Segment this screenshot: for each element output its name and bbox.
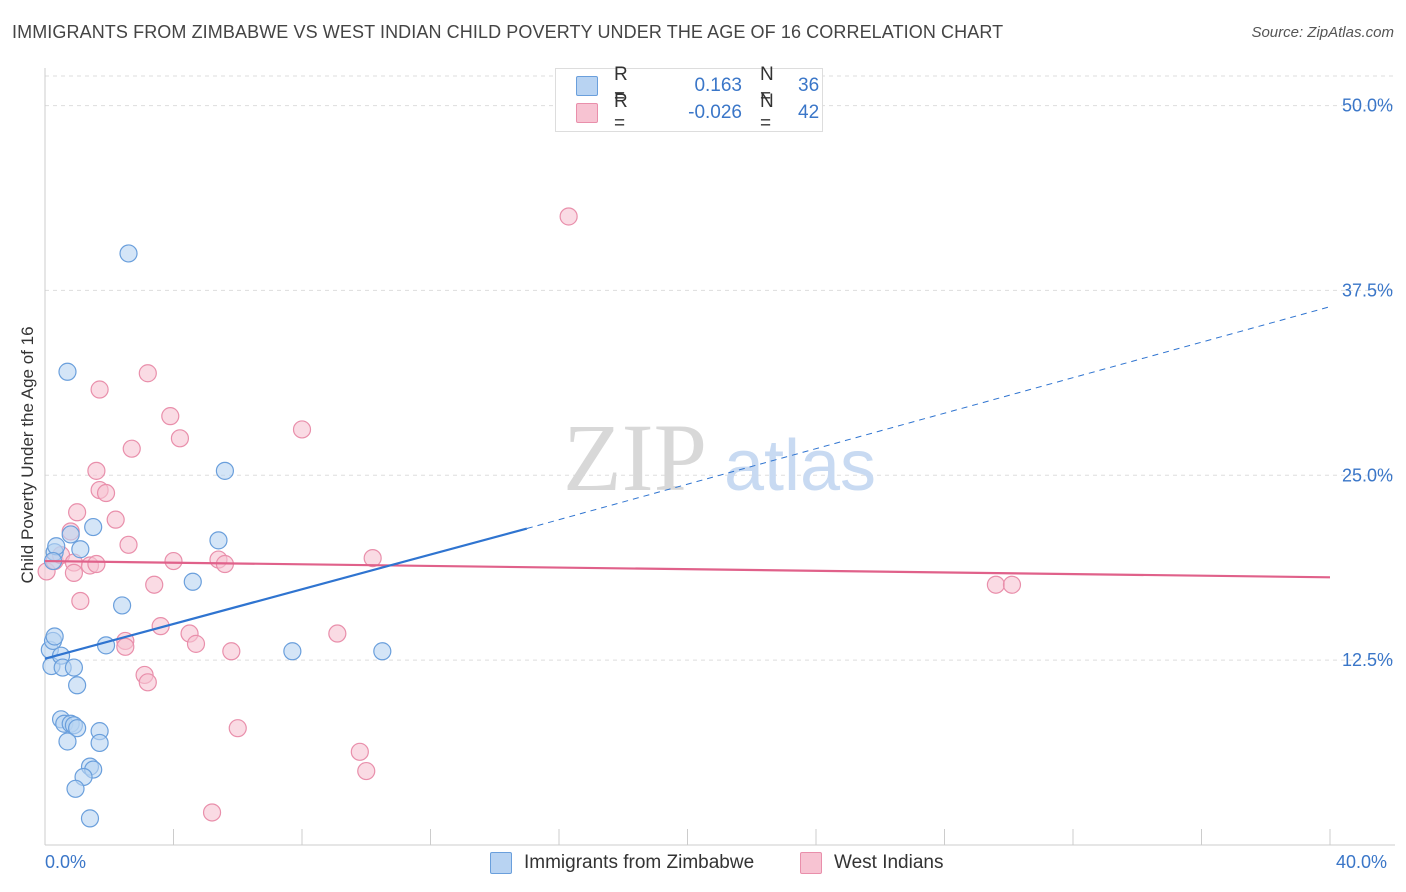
west-indians-point — [1002, 575, 1022, 594]
y-tick-label: 37.5% — [1342, 280, 1393, 300]
r-value: 0.163 — [694, 75, 742, 96]
west-indians-point — [222, 642, 241, 661]
legend-item-west-indians[interactable]: West Indians — [800, 852, 943, 874]
west-indians-point — [119, 535, 138, 554]
x-max-label: 40.0% — [1336, 852, 1388, 872]
west-indians-point — [357, 761, 376, 781]
watermark-atlas: atlas — [724, 426, 876, 506]
y-axis-label: Child Poverty Under the Age of 16 — [18, 326, 37, 584]
west-indians-point — [87, 461, 106, 480]
west-indians-point — [106, 510, 125, 529]
zimbabwe-point — [209, 531, 228, 550]
west-indians-point — [138, 673, 157, 692]
west-indians-point — [164, 551, 183, 571]
zimbabwe-point — [283, 642, 302, 661]
west-indians-trendline — [44, 559, 1331, 579]
zimbabwe-point — [90, 733, 109, 753]
west-indians-point — [170, 429, 190, 448]
zimbabwe-point — [119, 244, 138, 263]
zimbabwe-point — [58, 732, 77, 751]
west-indians-point — [328, 624, 347, 643]
west-indians-point — [64, 563, 84, 582]
west-indians-point — [186, 634, 206, 653]
west-indians-point — [202, 803, 222, 822]
zimbabwe-trendline-extension — [526, 306, 1331, 530]
zimbabwe-point — [47, 537, 66, 556]
blue-swatch — [576, 76, 598, 96]
trendlines — [44, 306, 1331, 660]
zimbabwe-point — [183, 572, 202, 591]
zimbabwe-point — [68, 719, 87, 738]
zimbabwe-point — [68, 676, 87, 695]
pink-swatch — [576, 103, 598, 123]
source-label: Source: ZipAtlas.com — [1251, 24, 1394, 41]
zimbabwe-point — [96, 636, 116, 655]
west-indians-point — [87, 554, 106, 574]
y-tick-label: 25.0% — [1342, 465, 1393, 485]
west-indians-point — [122, 439, 141, 458]
n-label: N = — [760, 64, 774, 107]
watermark-zip: ZIP — [563, 404, 707, 511]
zimbabwe-point — [61, 525, 80, 544]
axes — [44, 68, 1395, 846]
zimbabwe-point — [215, 461, 234, 480]
zimbabwe-point — [80, 809, 100, 828]
watermark: ZIP atlas — [563, 404, 876, 511]
zimbabwe-point — [112, 596, 132, 615]
pink-swatch — [800, 852, 822, 874]
legend-label-west-indians: West Indians — [834, 852, 944, 873]
stats-legend: R = 0.163 N = 36 R = -0.026 N = 42 — [555, 64, 823, 134]
r-value: -0.026 — [688, 102, 742, 123]
n-value: 42 — [798, 102, 820, 123]
r-label: R = — [614, 91, 628, 134]
chart-title: IMMIGRANTS FROM ZIMBABWE VS WEST INDIAN … — [12, 22, 1004, 42]
zimbabwe-point — [58, 362, 77, 381]
zimbabwe-point — [71, 540, 90, 559]
west-indians-point — [116, 637, 135, 656]
west-indians-point — [68, 503, 87, 522]
zimbabwe-point — [66, 779, 85, 798]
west-indians-point — [145, 575, 164, 594]
west-indians-point — [986, 575, 1006, 594]
west-indians-point — [90, 380, 109, 399]
west-indians-point — [292, 420, 312, 439]
zimbabwe-trendline — [44, 527, 528, 660]
west-indians-point — [350, 742, 369, 761]
zimbabwe-point — [84, 517, 103, 537]
legend-label-zimbabwe: Immigrants from Zimbabwe — [524, 852, 755, 873]
west-indians-point — [138, 364, 157, 383]
n-label: N = — [760, 91, 774, 134]
west-indians-points — [37, 207, 1022, 822]
west-indians-point — [161, 407, 180, 426]
zimbabwe-point — [45, 627, 64, 646]
zimbabwe-point — [373, 642, 392, 661]
west-indians-point — [228, 719, 247, 738]
zimbabwe-points — [40, 244, 392, 828]
y-tick-label: 12.5% — [1342, 650, 1393, 670]
n-value: 36 — [798, 75, 820, 96]
x-min-label: 0.0% — [45, 852, 87, 872]
y-tick-labels: 12.5% 25.0% 37.5% 50.0% — [1342, 96, 1393, 671]
west-indians-point — [96, 483, 116, 503]
zimbabwe-point — [64, 658, 84, 677]
y-tick-label: 50.0% — [1342, 96, 1393, 116]
r-label: R = — [614, 64, 628, 107]
legend-item-zimbabwe[interactable]: Immigrants from Zimbabwe — [490, 852, 754, 874]
gridlines — [45, 75, 1395, 661]
series-legend: Immigrants from Zimbabwe West Indians — [0, 852, 1406, 878]
west-indians-point — [559, 207, 578, 226]
west-indians-point — [363, 549, 382, 568]
west-indians-point — [71, 591, 90, 611]
blue-swatch — [490, 852, 512, 874]
